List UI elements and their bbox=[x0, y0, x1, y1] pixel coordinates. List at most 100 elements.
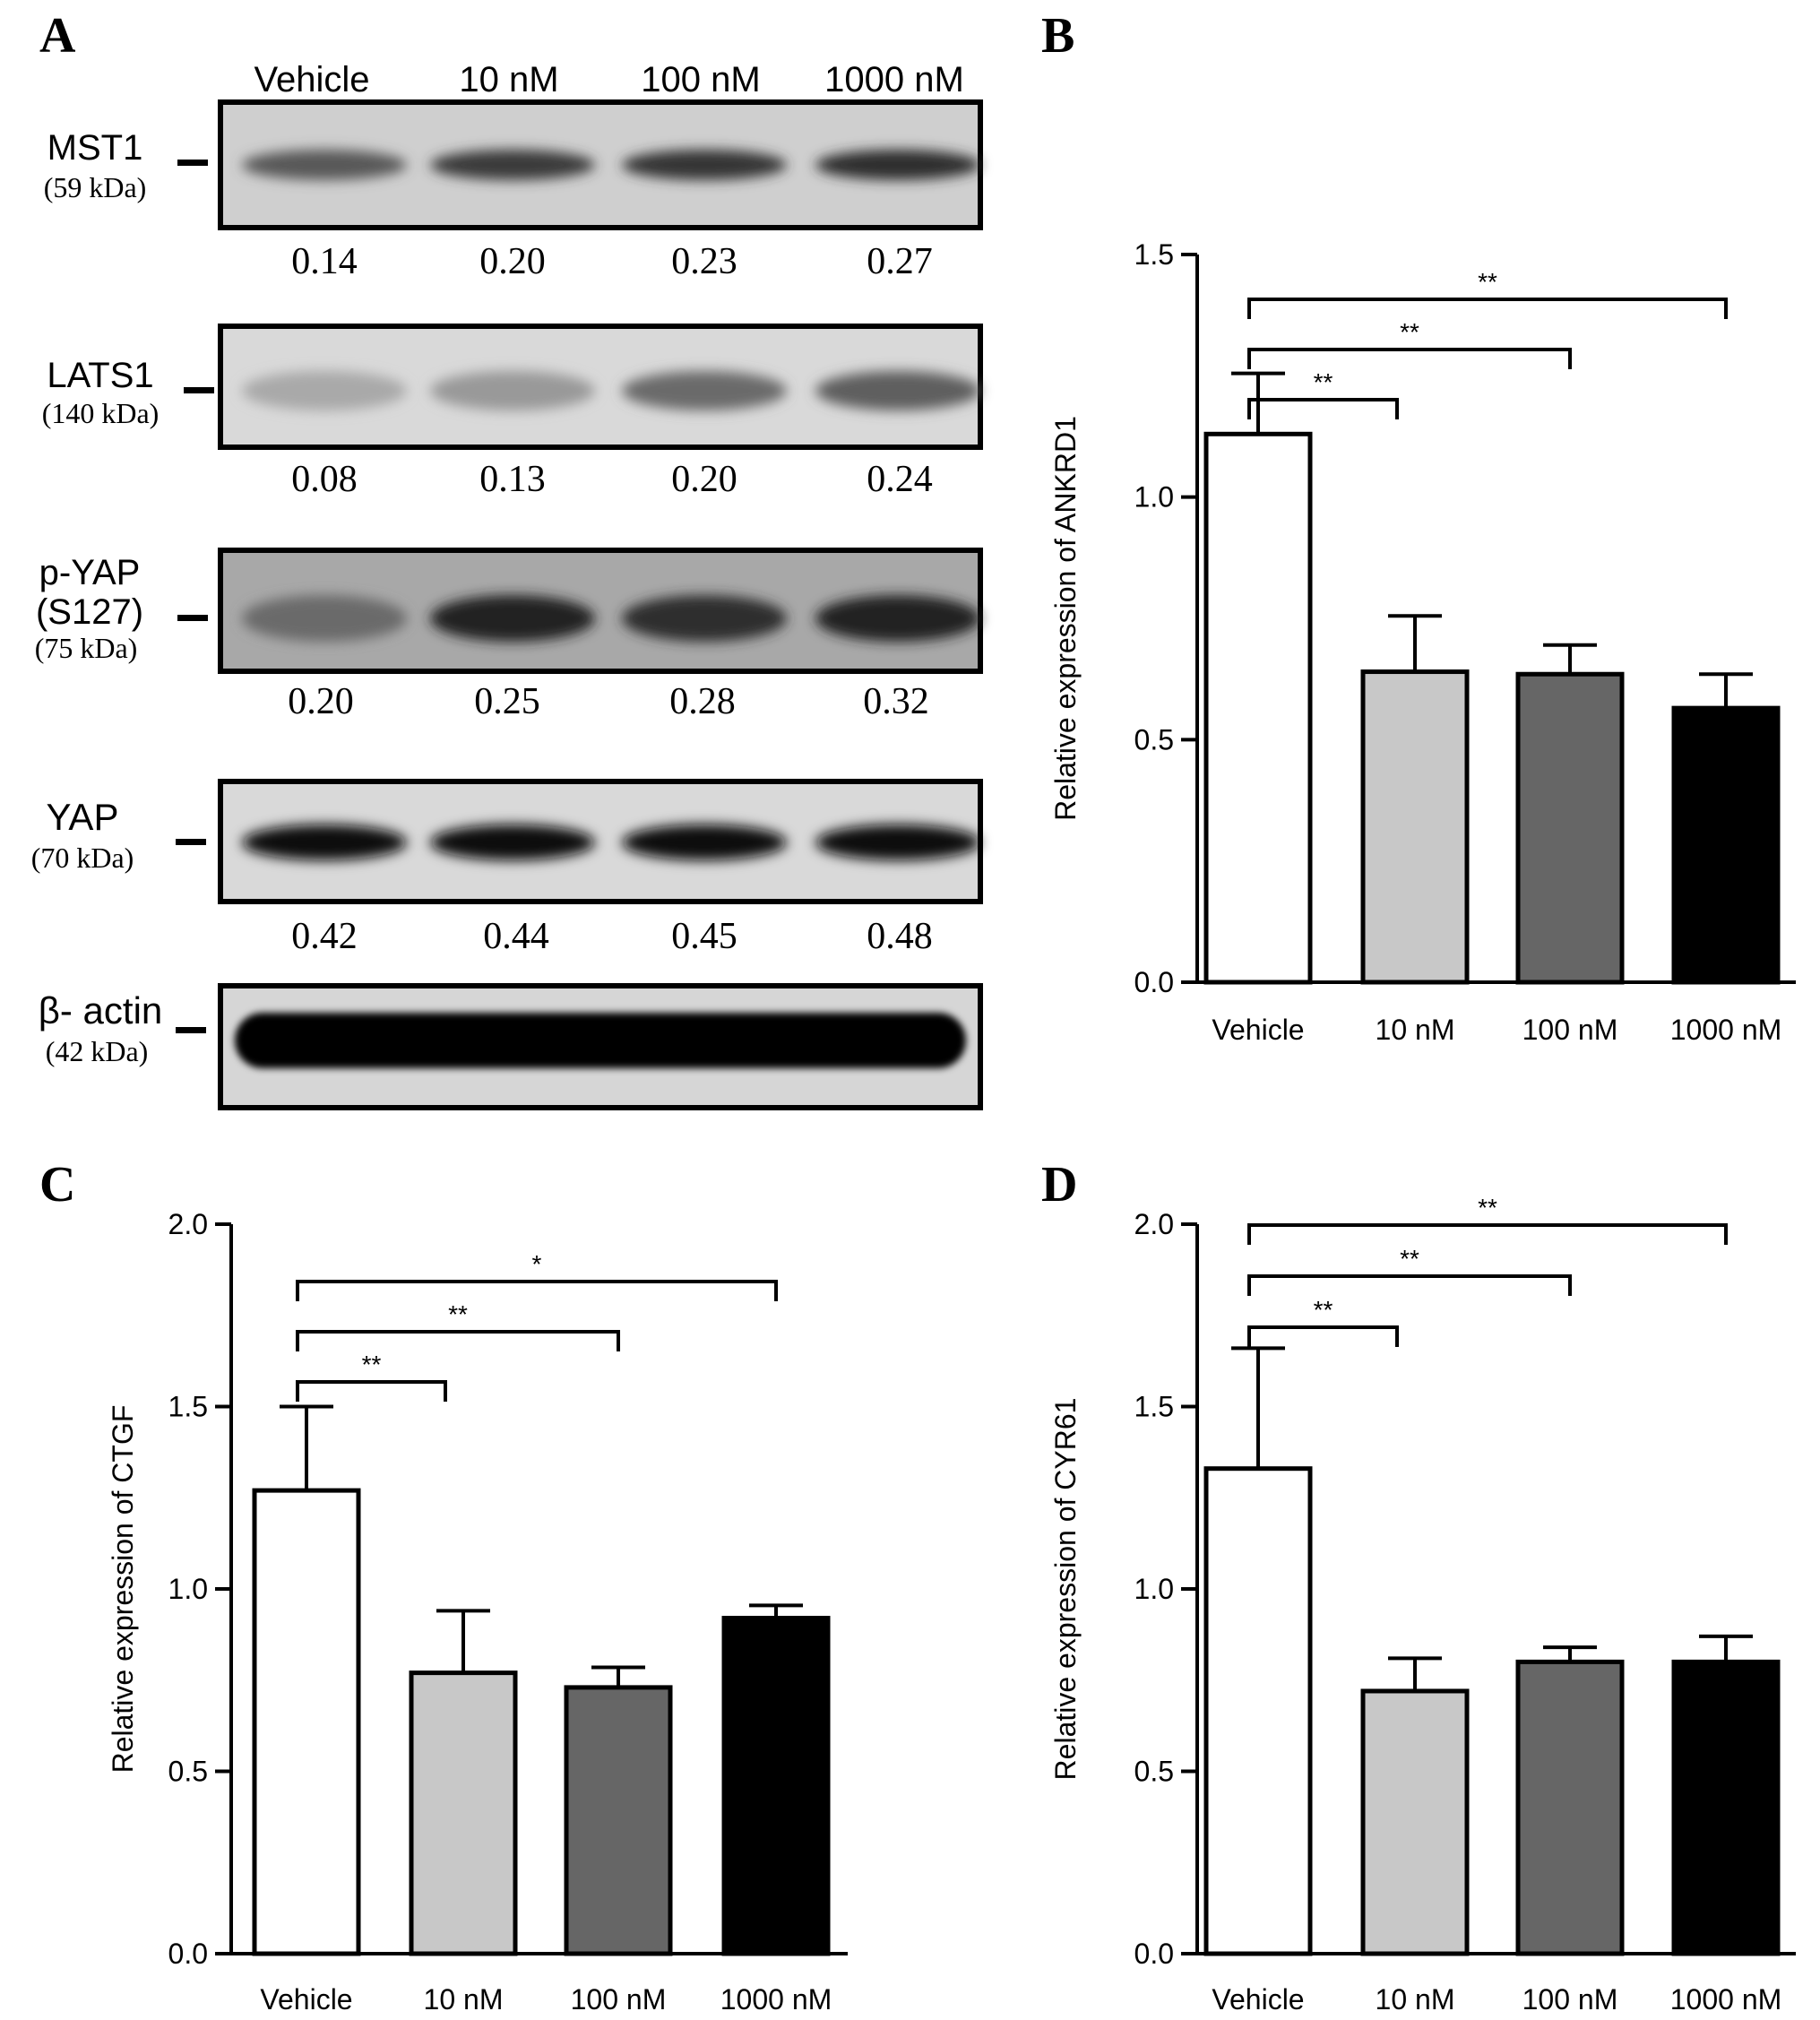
blot-band bbox=[242, 595, 407, 642]
significance-bracket bbox=[1247, 1223, 1728, 1245]
bands bbox=[242, 595, 980, 642]
significance-bracket bbox=[296, 1380, 447, 1402]
blot-band bbox=[242, 824, 407, 860]
bar bbox=[1203, 1466, 1313, 1956]
y-tick-label: 1.5 bbox=[1134, 1391, 1174, 1423]
protein-label: MST1 bbox=[47, 128, 143, 168]
blot-band bbox=[430, 824, 595, 860]
bar bbox=[1671, 705, 1781, 985]
bar bbox=[1671, 1659, 1781, 1956]
x-tick-label: 1000 nM bbox=[1670, 1014, 1782, 1046]
x-tick-label: 100 nM bbox=[1522, 1983, 1618, 2016]
significance-label: ** bbox=[1400, 1245, 1419, 1273]
protein-kda: (75 kDa) bbox=[35, 632, 138, 664]
y-tick-label: 1.5 bbox=[168, 1391, 208, 1423]
significance-bracket bbox=[296, 1330, 620, 1351]
significance-bracket bbox=[1247, 398, 1399, 419]
blot-band bbox=[430, 595, 595, 642]
y-tick-label: 2.0 bbox=[1134, 1208, 1174, 1240]
quant-value: 0.45 bbox=[671, 916, 737, 957]
significance-label: ** bbox=[1314, 1296, 1333, 1324]
quant-value: 0.32 bbox=[863, 681, 929, 722]
protein-label-site: (S127) bbox=[36, 592, 143, 632]
y-tick-label: 0.0 bbox=[168, 1938, 208, 1970]
x-tick-label: Vehicle bbox=[1212, 1983, 1304, 2016]
blot-row-mst1: MST1 (59 kDa) 0.14 0.20 0.23 0.27 bbox=[44, 99, 983, 282]
quant-value: 0.27 bbox=[867, 241, 933, 282]
bands bbox=[242, 824, 980, 860]
bands bbox=[242, 150, 980, 180]
bar bbox=[721, 1616, 831, 1956]
quant-value: 0.25 bbox=[474, 681, 540, 722]
blot-band bbox=[622, 824, 787, 860]
significance-bracket bbox=[296, 1280, 778, 1301]
western-blot-panel: Vehicle 10 nM 100 nM 1000 nM MST1 (59 kD… bbox=[31, 60, 983, 1110]
bar bbox=[409, 1670, 518, 1956]
protein-label: LATS1 bbox=[47, 356, 153, 395]
blot-band bbox=[242, 150, 407, 180]
significance-label: ** bbox=[1400, 318, 1419, 346]
quant-value: 0.44 bbox=[483, 916, 549, 957]
quant-value: 0.13 bbox=[479, 459, 546, 500]
quant-value: 0.20 bbox=[671, 459, 737, 500]
x-tick-label: Vehicle bbox=[1212, 1014, 1304, 1046]
chart-panel-c: 0.0 0.5 1.0 1.5 2.0 Relative expression of CT… bbox=[107, 1208, 848, 2016]
bar bbox=[1515, 671, 1625, 985]
x-tick-label: 10 nM bbox=[1376, 1983, 1455, 2016]
bands bbox=[242, 371, 980, 410]
panel-letter-c: C bbox=[39, 1157, 75, 1213]
blot-band bbox=[430, 371, 595, 410]
y-tick-label: 0.0 bbox=[1134, 1938, 1174, 1970]
blot-row-lats1: LATS1 (140 kDa) 0.08 0.13 0.20 0.24 bbox=[42, 324, 983, 500]
chart-panel-d: 0.0 0.5 1.0 1.5 2.0 Relative expression of CY… bbox=[1049, 1194, 1796, 2016]
significance-label: ** bbox=[1314, 368, 1333, 396]
lane-header: Vehicle bbox=[254, 60, 370, 99]
actin-band bbox=[235, 1013, 966, 1068]
lane-header: 1000 nM bbox=[824, 60, 964, 99]
lane-headers: Vehicle 10 nM 100 nM 1000 nM bbox=[254, 60, 964, 99]
panel-letter-a: A bbox=[39, 8, 76, 64]
blot-band bbox=[815, 824, 980, 860]
quant-value: 0.20 bbox=[288, 681, 354, 722]
significance-bracket bbox=[1247, 348, 1572, 369]
x-tick-label: Vehicle bbox=[260, 1983, 352, 2016]
blot-band bbox=[622, 595, 787, 642]
protein-kda: (59 kDa) bbox=[44, 171, 147, 203]
panel-letter-d: D bbox=[1041, 1157, 1077, 1213]
quant-value: 0.08 bbox=[291, 459, 358, 500]
marker-dash bbox=[176, 839, 206, 845]
quant-value: 0.14 bbox=[291, 241, 358, 282]
y-tick-label: 2.0 bbox=[168, 1208, 208, 1240]
significance-label: * bbox=[532, 1250, 542, 1278]
significance-bracket bbox=[1247, 1325, 1399, 1347]
significance-label: ** bbox=[448, 1300, 468, 1328]
marker-dash bbox=[184, 387, 214, 393]
x-tick-label: 10 nM bbox=[424, 1983, 504, 2016]
quant-value: 0.20 bbox=[479, 241, 546, 282]
blot-band bbox=[815, 371, 980, 410]
protein-label: p-YAP bbox=[39, 553, 141, 592]
x-tick-label: 1000 nM bbox=[1670, 1983, 1782, 2016]
significance-bracket bbox=[1247, 1274, 1572, 1296]
blot-row-yap: YAP (70 kDa) 0.42 0.44 0.45 0.48 bbox=[31, 779, 983, 957]
x-tick-label: 100 nM bbox=[571, 1983, 667, 2016]
y-tick-label: 0.5 bbox=[1134, 723, 1174, 755]
marker-dash bbox=[177, 615, 208, 621]
protein-kda: (42 kDa) bbox=[46, 1035, 149, 1067]
significance-label: ** bbox=[362, 1351, 382, 1378]
marker-dash bbox=[176, 1027, 206, 1033]
bar bbox=[1203, 431, 1313, 985]
y-tick-label: 0.0 bbox=[1134, 966, 1174, 998]
significance-bracket bbox=[1247, 298, 1728, 319]
x-tick-label: 10 nM bbox=[1376, 1014, 1455, 1046]
y-axis-label: Relative expression of ANKRD1 bbox=[1049, 416, 1082, 821]
protein-kda: (70 kDa) bbox=[31, 842, 134, 874]
marker-dash bbox=[177, 160, 208, 166]
y-tick-label: 1.0 bbox=[168, 1573, 208, 1605]
bar bbox=[1360, 669, 1470, 985]
y-tick-label: 1.0 bbox=[1134, 481, 1174, 514]
x-tick-label: 100 nM bbox=[1522, 1014, 1618, 1046]
blot-band bbox=[622, 371, 787, 410]
blot-band bbox=[242, 371, 407, 410]
